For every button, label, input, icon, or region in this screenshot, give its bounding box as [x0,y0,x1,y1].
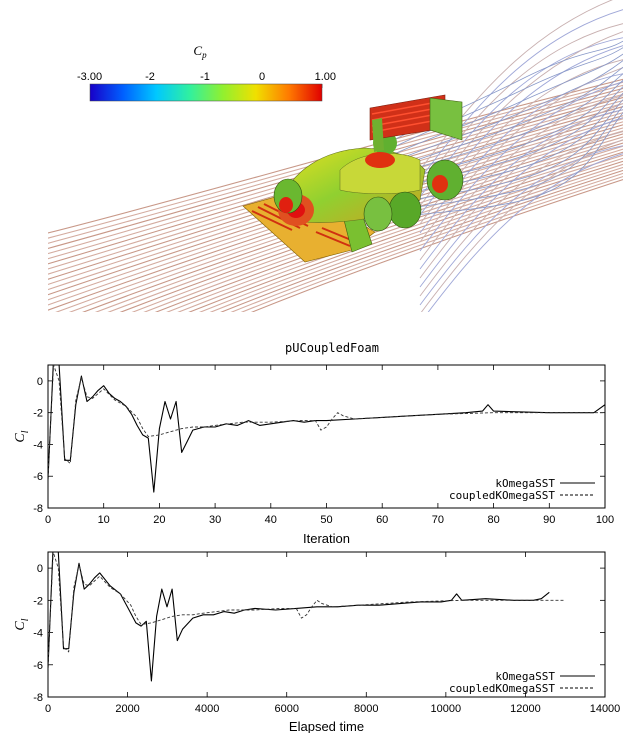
y-tick-label: -4 [33,439,43,451]
x-tick-label: 0 [45,703,51,715]
series-coupledKOmegaSST [48,365,605,477]
cp-colorbar: Cp -3.00 -2 -1 0 1.00 [77,43,336,102]
y-tick-label: -8 [33,692,43,704]
x-tick-label: 70 [432,514,444,526]
x-tick-label: 90 [543,514,555,526]
y-axis-symbol: C [13,621,28,631]
x-tick-label: 2000 [115,703,139,715]
streamline [419,109,623,270]
y-tick-label: -2 [33,408,43,420]
streamline [419,23,623,189]
chart-2-plot: 0 2000 4000 6000 8000 10000 12000 14000 0 -2 -4 -6 -… [13,551,621,733]
x-tick-label: 30 [209,514,221,526]
colorbar-symbol: C [193,43,202,58]
x-axis-label: Iteration [303,531,350,546]
streamline [198,163,623,312]
streamline [230,172,623,312]
colorbar-tick-label: -3.00 [77,71,102,83]
colorbar-gradient [89,83,323,102]
y-axis-subscript: l [20,618,31,621]
streamline [250,178,623,312]
streamline [419,131,623,297]
x-tick-label: 60 [376,514,388,526]
y-axis-label: Cl [13,430,31,442]
colorbar-tick-label: -2 [145,71,155,83]
x-tick-label: 10 [98,514,110,526]
series-lines [48,552,566,682]
streamline [419,67,623,243]
chart-1-title: pUCoupledFoam [285,341,379,355]
x-axis-label: Elapsed time [289,719,364,733]
streamline [419,145,623,306]
colorbar-label: Cp [193,43,207,60]
legend-label: kOmegaSST [495,670,555,683]
streamline [419,9,623,180]
x-tick-label: 100 [596,514,614,526]
cfd-render [48,0,623,312]
x-tick-label: 8000 [354,703,378,715]
y-axis-label: Cl [13,618,31,630]
streamline [48,81,623,239]
x-tick-label: 50 [320,514,332,526]
streamline [209,166,623,312]
x-tick-label: 6000 [274,703,298,715]
streamline [188,160,623,312]
streamline [166,154,623,312]
streamline [419,73,623,234]
streamline [240,175,623,312]
streamline [419,0,614,171]
x-tick-label: 80 [487,514,499,526]
streamline [420,139,623,312]
y-tick-label: -6 [33,660,43,672]
x-tick-label: 0 [45,514,51,526]
colorbar-subscript: p [201,50,207,60]
legend-label: coupledKOmegaSST [449,682,555,695]
legend-label: coupledKOmegaSST [449,489,555,502]
streamline [419,81,623,252]
y-axis-subscript: l [20,430,31,433]
x-tick-label: 10000 [431,703,462,715]
x-tick-label: 4000 [195,703,219,715]
streamline [177,157,623,312]
car-model [242,94,464,263]
series-lines [48,365,605,493]
series-kOmegaSST [48,552,550,682]
streamline [427,153,623,312]
streamline [419,95,623,261]
y-tick-label: -8 [33,503,43,515]
series-coupledKOmegaSST [48,552,566,665]
y-tick-label: -4 [33,628,43,640]
y-tick-label: -6 [33,471,43,483]
x-tick-label: 14000 [590,703,621,715]
y-tick-label: -2 [33,595,43,607]
colorbar-tick-label: 1.00 [315,71,336,83]
y-tick-label: 0 [37,376,43,388]
colorbar-tick-label: 0 [259,71,265,83]
chart-1-plot: 0 10 20 30 40 50 60 70 80 90 100 0 -2 -4 -6 -8 Iteration… [13,364,614,546]
legend-label: kOmegaSST [495,477,555,490]
x-tick-label: 40 [265,514,277,526]
plot-frame [47,551,606,698]
colorbar-tick-label: -1 [200,71,210,83]
y-axis-symbol: C [13,433,28,443]
y-tick-label: 0 [37,563,43,575]
x-tick-label: 12000 [510,703,541,715]
x-tick-label: 20 [153,514,165,526]
streamline [48,78,623,234]
series-kOmegaSST [48,365,605,493]
